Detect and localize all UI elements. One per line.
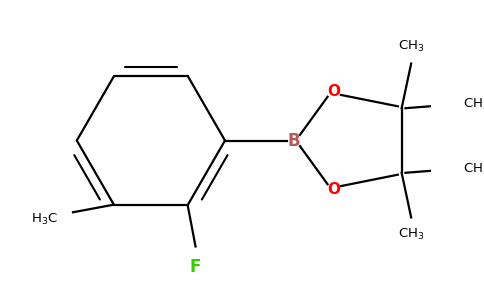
Text: O: O xyxy=(327,84,340,99)
Text: CH$_3$: CH$_3$ xyxy=(463,161,484,176)
Text: H$_3$C: H$_3$C xyxy=(31,212,58,227)
Text: CH$_3$: CH$_3$ xyxy=(463,97,484,112)
Text: B: B xyxy=(287,131,300,149)
Text: F: F xyxy=(190,258,201,276)
Text: CH$_3$: CH$_3$ xyxy=(398,227,424,242)
Text: O: O xyxy=(327,182,340,197)
Text: CH$_3$: CH$_3$ xyxy=(398,39,424,54)
